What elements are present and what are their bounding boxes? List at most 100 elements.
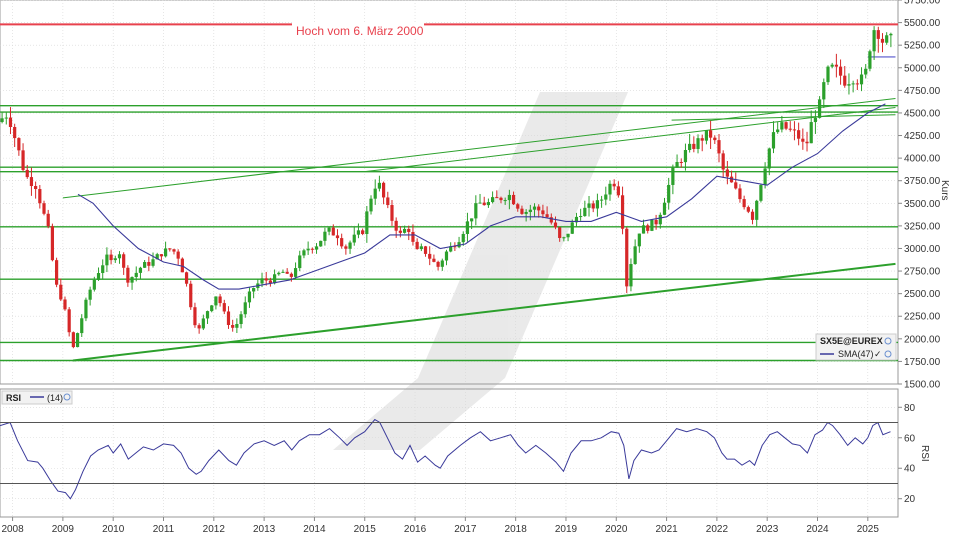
year-tick-label: 2025 bbox=[857, 524, 880, 535]
candle-body bbox=[214, 296, 218, 306]
price-tick-label: 1500.00 bbox=[904, 380, 941, 391]
candle-body bbox=[864, 68, 868, 75]
price-tick-label: 2500.00 bbox=[904, 289, 941, 300]
trendline bbox=[62, 97, 896, 199]
candle-body bbox=[566, 233, 570, 238]
candle-body bbox=[205, 311, 210, 319]
candle-body bbox=[574, 216, 579, 223]
candle-body bbox=[700, 138, 704, 141]
candle-body bbox=[373, 188, 377, 199]
candle-body bbox=[633, 246, 637, 265]
candle-body bbox=[71, 332, 75, 348]
candle-body bbox=[428, 253, 432, 259]
candle-body bbox=[159, 254, 164, 257]
candle-body bbox=[859, 74, 864, 85]
candle-body bbox=[868, 51, 872, 69]
candle-body bbox=[138, 267, 143, 273]
candle-body bbox=[658, 214, 662, 225]
candle-body bbox=[591, 203, 595, 209]
candle-body bbox=[507, 194, 511, 201]
candle-body bbox=[13, 127, 17, 139]
candle-body bbox=[390, 205, 394, 221]
candle-body bbox=[474, 203, 478, 219]
candle-body bbox=[713, 137, 717, 141]
candle-body bbox=[386, 197, 390, 206]
candle-body bbox=[54, 260, 59, 285]
trendline bbox=[72, 262, 896, 362]
price-panel-frame bbox=[0, 0, 899, 385]
price-tick-label: 3500.00 bbox=[904, 199, 941, 210]
candle-body bbox=[143, 262, 147, 268]
candle-body bbox=[323, 231, 327, 241]
candle-body bbox=[461, 233, 465, 243]
candle-body bbox=[449, 246, 453, 252]
candle-body bbox=[558, 227, 562, 239]
year-tick-label: 2010 bbox=[102, 524, 125, 535]
candle-body bbox=[855, 83, 859, 85]
candle-body bbox=[394, 220, 398, 231]
candle-body bbox=[616, 186, 620, 196]
candle-body bbox=[218, 296, 222, 304]
candle-body bbox=[570, 222, 574, 234]
candle-body bbox=[838, 66, 843, 76]
price-ylabel: Kurs bbox=[939, 180, 950, 201]
candle-body bbox=[92, 279, 96, 290]
candle-body bbox=[222, 303, 226, 312]
candle-body bbox=[650, 219, 654, 231]
rsi-series bbox=[0, 418, 891, 500]
candle-body bbox=[96, 273, 101, 280]
candle-body bbox=[277, 272, 281, 275]
candle-body bbox=[671, 167, 675, 185]
price-tick-label: 3250.00 bbox=[904, 221, 941, 232]
candle-body bbox=[478, 202, 482, 204]
candle-body bbox=[889, 33, 893, 36]
candle-body bbox=[113, 258, 117, 261]
candle-body bbox=[553, 222, 558, 228]
candle-body bbox=[625, 228, 629, 287]
price-tick-label: 1750.00 bbox=[904, 357, 941, 368]
candle-body bbox=[813, 117, 818, 123]
candle-body bbox=[545, 214, 549, 218]
year-tick-label: 2015 bbox=[354, 524, 377, 535]
candle-body bbox=[679, 161, 683, 163]
rsi-legend: RSI (14) bbox=[1, 390, 73, 405]
rsi-tick-label: 80 bbox=[904, 403, 916, 414]
candle-body bbox=[826, 66, 830, 83]
price-legend: SX5E@EUREX SMA(47) ✓ bbox=[815, 333, 897, 361]
candle-body bbox=[465, 221, 470, 234]
candle-body bbox=[231, 325, 235, 328]
candle-body bbox=[289, 273, 293, 277]
candle-body bbox=[59, 284, 63, 300]
candle-body bbox=[365, 211, 369, 234]
annotation-backing bbox=[292, 22, 424, 38]
candle-body bbox=[331, 227, 335, 236]
candle-body bbox=[29, 177, 34, 187]
sma-series bbox=[77, 103, 886, 290]
candle-body bbox=[176, 251, 180, 259]
candle-body bbox=[419, 246, 423, 250]
candle-body bbox=[201, 318, 205, 329]
price-tick-label: 3000.00 bbox=[904, 244, 941, 255]
candle-body bbox=[88, 289, 92, 300]
candle-body bbox=[180, 258, 184, 273]
candle-body bbox=[759, 184, 763, 201]
candle-body bbox=[629, 264, 633, 287]
candle-body bbox=[667, 184, 671, 203]
candle-body bbox=[549, 217, 553, 223]
candle-body bbox=[704, 130, 709, 141]
candle-body bbox=[210, 305, 214, 312]
price-tick-label: 3750.00 bbox=[904, 176, 941, 187]
rsi-title: RSI bbox=[6, 393, 21, 403]
candle-body bbox=[537, 206, 541, 211]
candle-body bbox=[482, 202, 486, 206]
axes: 1500.00 1750.00 2000.00 2250.00 2500.00 2750.… bbox=[0, 0, 941, 535]
year-tick-label: 2017 bbox=[454, 524, 477, 535]
candle-body bbox=[344, 246, 348, 249]
price-tick-label: 5750.00 bbox=[904, 0, 941, 7]
candle-body bbox=[767, 148, 771, 169]
candle-body bbox=[470, 218, 474, 222]
candle-body bbox=[151, 259, 155, 266]
candle-body bbox=[729, 176, 734, 183]
candle-body bbox=[880, 38, 885, 43]
